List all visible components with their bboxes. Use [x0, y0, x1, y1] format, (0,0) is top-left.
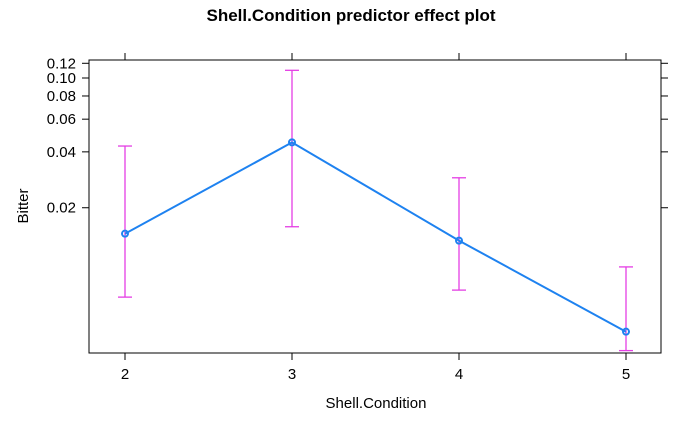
series-line	[124, 141, 627, 333]
x-axis-label: Shell.Condition	[326, 395, 427, 412]
plot-frame	[88, 59, 662, 354]
y-tick-label: 0.04	[47, 144, 76, 161]
y-axis: 0.02 0.04 0.06 0.080.100.12	[47, 55, 668, 217]
x-tick-label: 4	[455, 366, 463, 383]
y-tick-label: 0.06	[47, 111, 76, 128]
data-point	[455, 236, 463, 245]
chart-title: Shell.Condition predictor effect plot	[207, 6, 496, 25]
y-tick-label: 0.02	[47, 200, 76, 217]
data-point	[288, 138, 296, 147]
data-point	[121, 229, 129, 238]
confidence-bars	[118, 69, 633, 352]
y-tick-label: 0.08	[47, 88, 76, 105]
y-tick-label: 0.12	[47, 55, 76, 72]
y-axis-label: Bitter	[15, 188, 32, 223]
x-axis: 2 3 4 5	[121, 53, 630, 383]
x-tick-label: 5	[622, 366, 630, 383]
x-tick-label: 3	[288, 366, 296, 383]
series-points	[121, 138, 630, 336]
data-point	[622, 327, 630, 336]
y-tick-label: 0.10	[47, 70, 76, 87]
x-tick-label: 2	[121, 366, 129, 383]
